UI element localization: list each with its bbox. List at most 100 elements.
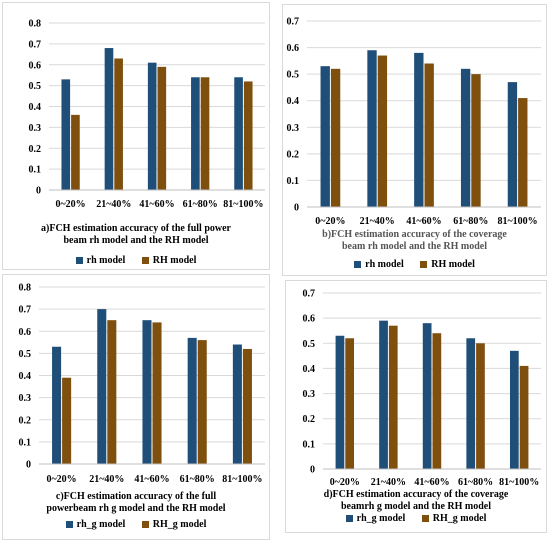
bar-chart-d: 0 0.1 0.2 0.3 0.4 0.5 0.6 0.7 0~20% 21~40% 41~60% 6…: [303, 289, 541, 488]
y-tick-label: 0.7: [29, 39, 42, 50]
y-tick-label: 0.8: [19, 283, 32, 294]
bar-series-1: [234, 77, 243, 190]
y-tick-label: 0.2: [303, 414, 316, 425]
chart-caption-c: c)FCH estimation accuracy of the full po…: [3, 491, 269, 515]
chart-legend-d: rh_g model RH_g model: [286, 513, 546, 524]
y-tick-label: 0.7: [287, 17, 300, 28]
x-category-label: 0~20%: [55, 199, 85, 210]
legend-item-series-1: rh model: [354, 259, 404, 270]
bar-series-1: [507, 82, 518, 207]
caption-line-1: a)FCH estimation accuracy of the full po…: [41, 223, 231, 234]
bar-series-2: [71, 114, 80, 190]
y-tick-label: 0: [294, 203, 299, 214]
y-tick-label: 0.2: [287, 149, 300, 160]
chart-caption-b: b)FCH estimation accuracy of the coverag…: [283, 229, 546, 253]
chart-legend-b: rh model RH model: [283, 259, 546, 270]
bar-series-1: [466, 338, 476, 469]
y-tick-label: 0.6: [287, 43, 300, 54]
y-tick-label: 0.4: [19, 371, 32, 382]
y-tick-label: 0.3: [287, 123, 300, 134]
x-category-label: 81~100%: [499, 477, 539, 488]
y-tick-label: 0: [36, 186, 41, 197]
bar-series-1: [97, 309, 107, 464]
x-category-label: 41~60%: [139, 199, 174, 210]
x-category-label: 81~100%: [222, 474, 262, 485]
x-category-label: 61~80%: [183, 199, 218, 210]
bar-series-2: [62, 377, 72, 464]
bar-series-1: [414, 52, 424, 208]
bar-series-1: [142, 320, 152, 464]
y-tick-label: 0.7: [303, 289, 316, 300]
caption-line-2: beam rh model and the RH model: [63, 235, 209, 246]
legend-label: rh_g model: [76, 519, 126, 530]
y-tick-label: 0.7: [19, 305, 32, 316]
x-category-label: 81~100%: [497, 216, 537, 227]
bar-series-1: [367, 50, 377, 207]
x-category-label: 0~20%: [315, 216, 345, 227]
x-category-label: 41~60%: [406, 216, 441, 227]
bar-series-1: [147, 62, 157, 190]
legend-swatch: [354, 261, 362, 269]
chart-caption-d: d)FCH estimation accuracy of the coverag…: [286, 489, 546, 513]
bar-series-2: [518, 98, 528, 207]
legend-label: rh_g model: [356, 513, 406, 524]
bar-chart-b: 0 0.1 0.2 0.3 0.4 0.5 0.6 0.7 0~20% 21~40% 41~60% 6…: [287, 17, 541, 227]
bar-series-2: [330, 68, 341, 207]
x-category-label: 41~60%: [134, 474, 169, 485]
bar-series-2: [519, 365, 529, 469]
legend-item-series-2: RH_g model: [141, 519, 207, 530]
bar-series-2: [243, 81, 253, 190]
x-category-label: 61~80%: [453, 216, 488, 227]
x-category-label: 21~40%: [89, 474, 124, 485]
chart-legend-c: rh_g model RH_g model: [3, 519, 269, 530]
legend-label: RH model: [152, 255, 197, 266]
bar-series-2: [152, 322, 162, 464]
y-tick-label: 0: [310, 465, 315, 476]
y-tick-label: 0.2: [29, 144, 42, 155]
y-tick-label: 0.4: [303, 364, 316, 375]
x-category-label: 0~20%: [46, 474, 76, 485]
legend-item-series-2: RH model: [420, 259, 475, 270]
bar-series-1: [379, 320, 388, 469]
chart-legend-a: rh model RH model: [3, 255, 269, 266]
bar-series-2: [471, 74, 481, 208]
y-tick-label: 0.1: [303, 439, 316, 450]
bar-series-2: [157, 66, 167, 190]
caption-line-1: d)FCH estimation accuracy of the coverag…: [323, 489, 509, 500]
chart-panel-b: 0 0.1 0.2 0.3 0.4 0.5 0.6 0.7 0~20% 21~40% 41~60% 6…: [282, 4, 547, 276]
caption-line-2: beamrh g model and the RH model: [341, 501, 491, 512]
legend-item-series-2: RH_g model: [421, 513, 487, 524]
bar-series-2: [107, 320, 117, 464]
y-tick-label: 0.4: [287, 96, 300, 107]
legend-swatch: [345, 515, 353, 523]
legend-swatch: [65, 521, 73, 529]
bar-chart-c: 0 0.1 0.2 0.3 0.4 0.5 0.6 0.7 0.8 0~20% 21~40% 41~6…: [19, 283, 265, 485]
legend-swatch: [141, 521, 149, 529]
legend-item-series-1: rh_g model: [65, 519, 126, 530]
y-tick-label: 0: [26, 460, 31, 471]
y-tick-label: 0.3: [29, 123, 42, 134]
legend-label: rh model: [365, 259, 404, 270]
legend-label: RH_g model: [432, 513, 487, 524]
legend-swatch: [75, 257, 83, 265]
chart-panel-c: 0 0.1 0.2 0.3 0.4 0.5 0.6 0.7 0.8 0~20% 21~40% 41~6…: [2, 274, 270, 540]
y-tick-label: 0.4: [29, 102, 42, 113]
x-category-label: 21~40%: [371, 477, 406, 488]
y-tick-label: 0.6: [303, 314, 316, 325]
x-category-label: 81~100%: [223, 199, 263, 210]
legend-item-series-2: RH model: [141, 255, 197, 266]
bar-series-2: [432, 333, 442, 469]
bar-series-2: [197, 340, 207, 464]
legend-label: RH model: [431, 259, 475, 270]
legend-swatch: [141, 257, 149, 265]
legend-item-series-1: rh model: [75, 255, 126, 266]
bar-series-2: [114, 58, 123, 190]
bar-series-1: [335, 335, 345, 469]
caption-line-2: powerbeam rh g model and the RH model: [46, 503, 226, 514]
caption-line-1: b)FCH estimation accuracy of the coverag…: [322, 229, 507, 240]
legend-label: rh model: [86, 255, 126, 266]
y-tick-label: 0.6: [19, 327, 32, 338]
bar-series-1: [232, 344, 242, 464]
legend-label: RH_g model: [152, 519, 207, 530]
bar-series-1: [422, 323, 432, 469]
